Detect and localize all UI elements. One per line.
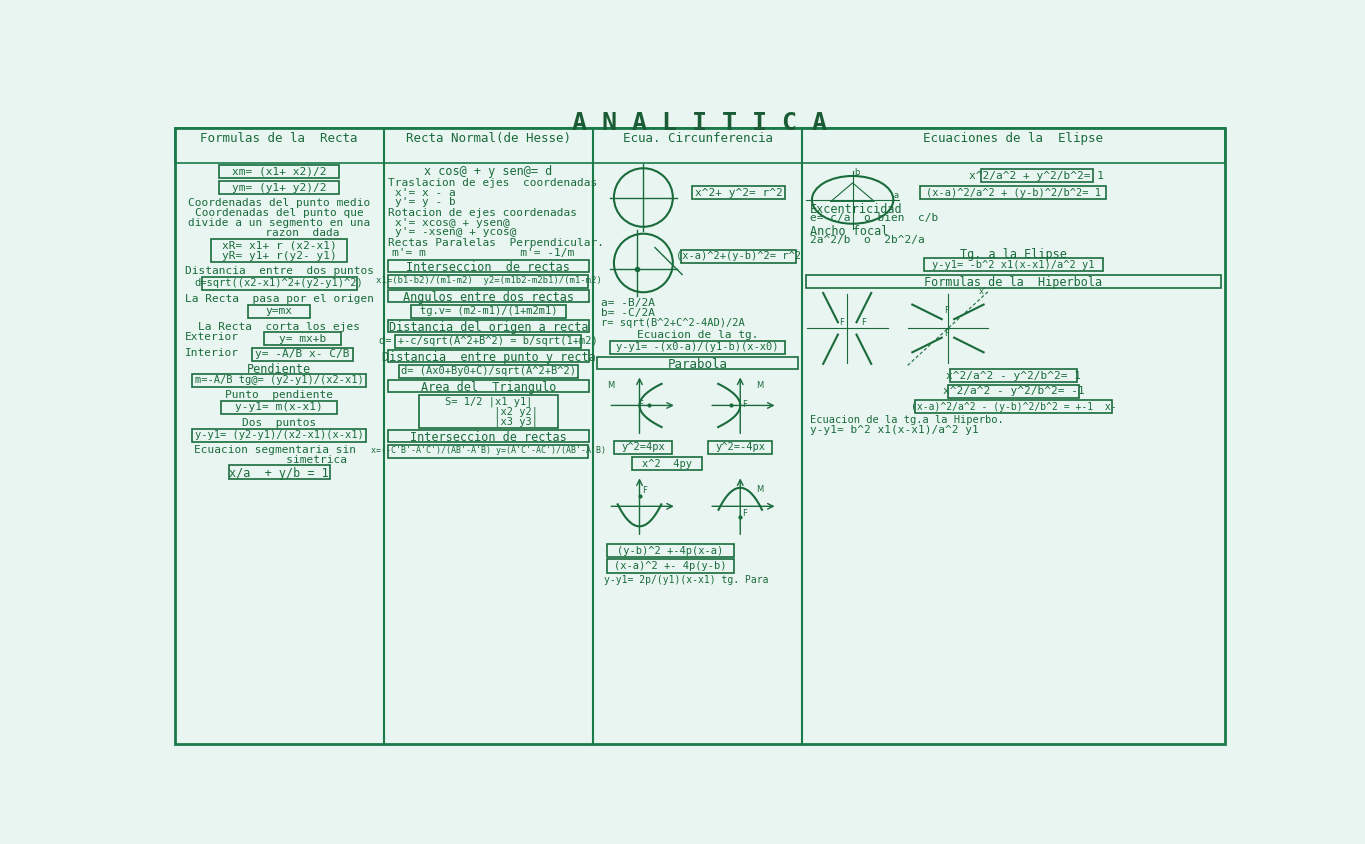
Text: M: M <box>756 381 763 391</box>
Text: x^2/a^2 - y^2/b^2= 1: x^2/a^2 - y^2/b^2= 1 <box>946 371 1081 381</box>
Text: xR= x1+ r (x2-x1): xR= x1+ r (x2-x1) <box>221 241 337 251</box>
Text: Area del  Triangulo: Area del Triangulo <box>420 381 556 394</box>
Text: (x-a)^2+(y-b)^2= r^2: (x-a)^2+(y-b)^2= r^2 <box>676 252 801 262</box>
Text: Tg. a la Elipse: Tg. a la Elipse <box>960 247 1067 261</box>
Text: x^2/a^2 - y^2/b^2= -1: x^2/a^2 - y^2/b^2= -1 <box>943 387 1084 396</box>
Text: Coordenadas del punto medio: Coordenadas del punto medio <box>188 197 370 208</box>
Text: x'= x - a: x'= x - a <box>396 187 456 197</box>
Text: Formulas de la  Recta: Formulas de la Recta <box>201 132 358 145</box>
Text: F: F <box>637 400 643 409</box>
Text: Distancia del origen a recta: Distancia del origen a recta <box>389 321 588 333</box>
Text: b: b <box>854 168 860 177</box>
Text: xm= (x1+ x2)/2: xm= (x1+ x2)/2 <box>232 167 326 176</box>
Text: y'= -xsen@ + ycos@: y'= -xsen@ + ycos@ <box>396 227 517 237</box>
Text: x cos@ + y sen@= d: x cos@ + y sen@= d <box>425 165 553 178</box>
Text: razon  dada: razon dada <box>218 228 340 237</box>
Text: Dos  puntos: Dos puntos <box>242 418 317 428</box>
Text: x=(-C'B'-A'C')/(AB'-A'B) y=(A'C'-AC')/(AB'-A'B): x=(-C'B'-A'C')/(AB'-A'B) y=(A'C'-AC')/(A… <box>371 446 606 455</box>
Text: d= (Ax0+By0+C)/sqrt(A^2+B^2): d= (Ax0+By0+C)/sqrt(A^2+B^2) <box>401 366 576 376</box>
Text: F: F <box>839 318 845 327</box>
Text: F: F <box>945 306 949 315</box>
Text: Exterior: Exterior <box>184 333 239 343</box>
Text: Distancia  entre punto y recta: Distancia entre punto y recta <box>381 351 595 364</box>
Text: S= 1/2 |x1 y1|: S= 1/2 |x1 y1| <box>445 396 532 407</box>
Text: y^2=-4px: y^2=-4px <box>715 442 766 452</box>
Text: Ecuaciones de la  Elipse: Ecuaciones de la Elipse <box>924 132 1103 145</box>
Text: y-y1= b^2 x1(x-x1)/a^2 y1: y-y1= b^2 x1(x-x1)/a^2 y1 <box>809 425 979 436</box>
Text: La Recta  corta los ejes: La Recta corta los ejes <box>198 322 360 332</box>
Text: Rotacion de ejes coordenadas: Rotacion de ejes coordenadas <box>388 208 576 218</box>
Text: x^2/a^2 + y^2/b^2= 1: x^2/a^2 + y^2/b^2= 1 <box>969 170 1104 181</box>
Text: Rectas Paralelas  Perpendicular.: Rectas Paralelas Perpendicular. <box>388 237 603 247</box>
Text: F: F <box>642 486 647 495</box>
Text: x^2  4py: x^2 4py <box>642 458 692 468</box>
Text: La Recta  pasa por el origen: La Recta pasa por el origen <box>184 294 374 304</box>
Text: y=mx: y=mx <box>266 306 292 316</box>
Text: d=sqrt((x2-x1)^2+(y2-y1)^2): d=sqrt((x2-x1)^2+(y2-y1)^2) <box>195 279 363 289</box>
Text: Ecua. Circunferencia: Ecua. Circunferencia <box>622 132 773 145</box>
Text: |x2 y2|: |x2 y2| <box>438 406 538 417</box>
Text: a: a <box>894 192 898 200</box>
Text: Ecuacion de la tg.a la Hiperbo.: Ecuacion de la tg.a la Hiperbo. <box>809 415 1003 425</box>
Text: Formulas de la  Hiperbola: Formulas de la Hiperbola <box>924 276 1103 289</box>
Text: d= +-c/sqrt(A^2+B^2) = b/sqrt(1+m2): d= +-c/sqrt(A^2+B^2) = b/sqrt(1+m2) <box>379 336 598 346</box>
Text: ym= (y1+ y2)/2: ym= (y1+ y2)/2 <box>232 183 326 193</box>
Text: Interseccion de rectas: Interseccion de rectas <box>410 430 566 444</box>
Text: F: F <box>741 400 747 409</box>
Text: yR= y1+ r(y2- y1): yR= y1+ r(y2- y1) <box>221 251 337 261</box>
Text: F: F <box>945 329 949 338</box>
Text: y= mx+b: y= mx+b <box>278 334 326 344</box>
Text: Recta Normal(de Hesse): Recta Normal(de Hesse) <box>405 132 571 145</box>
Text: Excentricidad: Excentricidad <box>809 203 902 216</box>
Text: F: F <box>743 509 748 518</box>
Text: A N A L I T I C A: A N A L I T I C A <box>572 111 827 134</box>
Text: |x3 y3|: |x3 y3| <box>438 416 538 427</box>
Text: x1=(b1-b2)/(m1-m2)  y2=(m1b2-m2b1)/(m1-m2): x1=(b1-b2)/(m1-m2) y2=(m1b2-m2b1)/(m1-m2… <box>375 276 601 285</box>
Text: divide a un segmento en una: divide a un segmento en una <box>188 218 370 228</box>
Text: y-y1= (y2-y1)/(x2-x1)(x-x1): y-y1= (y2-y1)/(x2-x1)(x-x1) <box>195 430 363 440</box>
Text: x/a  + y/b = 1: x/a + y/b = 1 <box>229 467 329 480</box>
Text: y-y1= m(x-x1): y-y1= m(x-x1) <box>235 403 324 413</box>
Text: x'= xcos@ + ysen@: x'= xcos@ + ysen@ <box>396 218 511 228</box>
Text: Interseccion  de rectas: Interseccion de rectas <box>407 261 571 273</box>
Text: Ancho focal: Ancho focal <box>809 225 889 238</box>
Text: Punto  pendiente: Punto pendiente <box>225 390 333 400</box>
Text: y'= y - b: y'= y - b <box>396 197 456 207</box>
Text: Interior: Interior <box>184 348 239 358</box>
Text: Distancia  entre  dos puntos: Distancia entre dos puntos <box>184 266 374 276</box>
Text: Pendiente: Pendiente <box>247 363 311 376</box>
Text: y-y1= -(x0-a)/(y1-b)(x-x0): y-y1= -(x0-a)/(y1-b)(x-x0) <box>617 343 779 352</box>
Text: M: M <box>756 484 763 494</box>
Text: Parabola: Parabola <box>667 358 728 371</box>
Text: m=-A/B tg@= (y2-y1)/(x2-x1): m=-A/B tg@= (y2-y1)/(x2-x1) <box>195 376 363 386</box>
Text: b= -C/2A: b= -C/2A <box>601 308 655 317</box>
Text: x': x' <box>979 287 986 295</box>
Text: (x-a)^2/a^2 + (y-b)^2/b^2= 1: (x-a)^2/a^2 + (y-b)^2/b^2= 1 <box>925 187 1102 197</box>
Text: x^2+ y^2= r^2: x^2+ y^2= r^2 <box>695 187 782 197</box>
Text: y-y1= -b^2 x1(x-x1)/a^2 y1: y-y1= -b^2 x1(x-x1)/a^2 y1 <box>932 260 1095 270</box>
Text: tg.v= (m2-m1)/(1+m2m1): tg.v= (m2-m1)/(1+m2m1) <box>419 306 557 316</box>
Text: y-y1= 2p/(y1)(x-x1) tg. Para: y-y1= 2p/(y1)(x-x1) tg. Para <box>603 575 768 585</box>
Text: Ecuacion segmentaria sin: Ecuacion segmentaria sin <box>194 445 356 455</box>
Text: Ecuacion de la tg.: Ecuacion de la tg. <box>637 330 759 340</box>
Text: M: M <box>607 381 614 391</box>
Text: y^2=4px: y^2=4px <box>621 442 665 452</box>
Text: a= -B/2A: a= -B/2A <box>601 298 655 307</box>
Text: Angulos entre dos rectas: Angulos entre dos rectas <box>403 290 573 304</box>
Text: Coordenadas del punto que: Coordenadas del punto que <box>195 208 363 218</box>
Text: Traslacion de ejes  coordenadas: Traslacion de ejes coordenadas <box>388 177 597 187</box>
Text: (x-a)^2/a^2 - (y-b)^2/b^2 = +-1  x-: (x-a)^2/a^2 - (y-b)^2/b^2 = +-1 x- <box>910 402 1117 412</box>
Text: m'= m              m'= -1/m: m'= m m'= -1/m <box>392 247 573 257</box>
Text: (y-b)^2 +-4p(x-a): (y-b)^2 +-4p(x-a) <box>617 545 723 555</box>
Text: 2a^2/b  o  2b^2/a: 2a^2/b o 2b^2/a <box>809 235 924 246</box>
Text: simetrica: simetrica <box>212 455 347 465</box>
Text: y= -A/B x- C/B: y= -A/B x- C/B <box>255 349 349 360</box>
Text: F: F <box>861 318 865 327</box>
Text: (x-a)^2 +- 4p(y-b): (x-a)^2 +- 4p(y-b) <box>614 561 726 571</box>
Text: e= c/a  o bien  c/b: e= c/a o bien c/b <box>809 213 938 223</box>
Text: r= sqrt(B^2+C^2-4AD)/2A: r= sqrt(B^2+C^2-4AD)/2A <box>601 317 744 327</box>
